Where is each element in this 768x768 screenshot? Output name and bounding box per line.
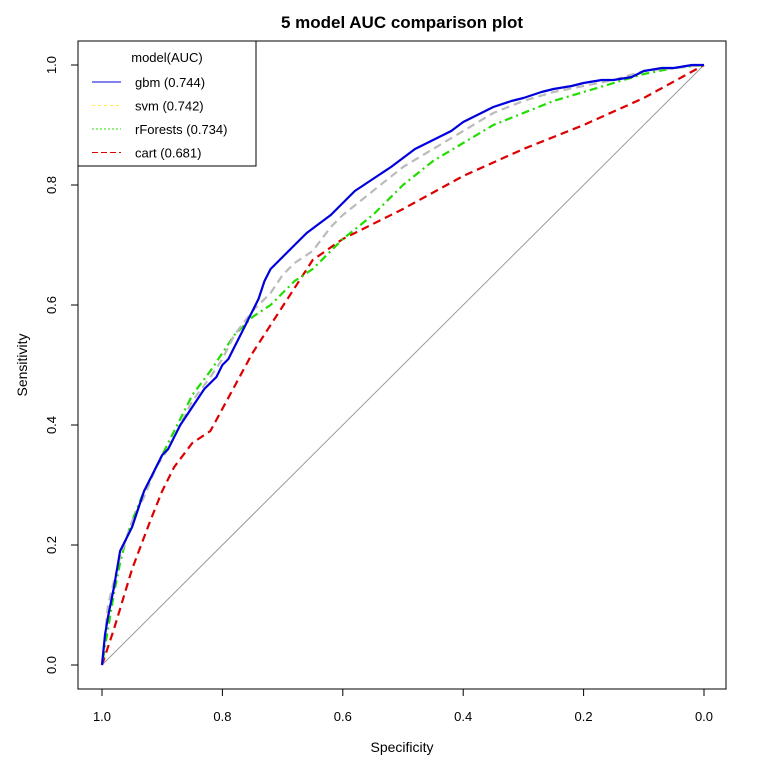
legend-label-rforests: rForests (0.734) xyxy=(135,122,227,137)
y-axis-label: Sensitivity xyxy=(14,333,30,396)
y-tick-label: 0.4 xyxy=(44,416,59,434)
legend-title: model(AUC) xyxy=(131,50,203,65)
x-tick-label: 1.0 xyxy=(93,709,111,724)
series-group xyxy=(100,63,705,666)
y-tick-label: 0.2 xyxy=(44,536,59,554)
legend-box xyxy=(77,40,257,167)
series-line-cart xyxy=(100,64,705,666)
y-tick-label: 0.6 xyxy=(44,296,59,314)
legend-label-cart: cart (0.681) xyxy=(135,146,201,161)
y-tick-label: 0.0 xyxy=(44,656,59,674)
reference-diagonal xyxy=(101,64,705,666)
reference-line xyxy=(101,64,705,666)
legend-label-svm: svm (0.742) xyxy=(135,99,204,114)
series-line-gbm xyxy=(100,63,704,666)
x-axis: 1.0 0.8 0.6 0.4 0.2 0.0 xyxy=(93,689,713,724)
x-tick-label: 0.2 xyxy=(575,709,593,724)
x-tick-label: 0.0 xyxy=(695,709,713,724)
series-line-rforests xyxy=(100,63,705,666)
x-tick-label: 0.4 xyxy=(454,709,472,724)
x-tick-label: 0.8 xyxy=(213,709,231,724)
y-tick-label: 0.8 xyxy=(44,176,59,194)
legend: model(AUC) gbm (0.744) svm (0.742) rForest… xyxy=(77,40,257,167)
x-axis-label: Specificity xyxy=(370,739,433,755)
legend-label-gbm: gbm (0.744) xyxy=(135,75,205,90)
y-axis: 0.0 0.2 0.4 0.6 0.8 1.0 xyxy=(44,56,78,674)
plot-frame xyxy=(77,40,727,690)
x-tick-label: 0.6 xyxy=(334,709,352,724)
chart-title: 5 model AUC comparison plot xyxy=(281,13,523,32)
y-tick-label: 1.0 xyxy=(44,56,59,74)
